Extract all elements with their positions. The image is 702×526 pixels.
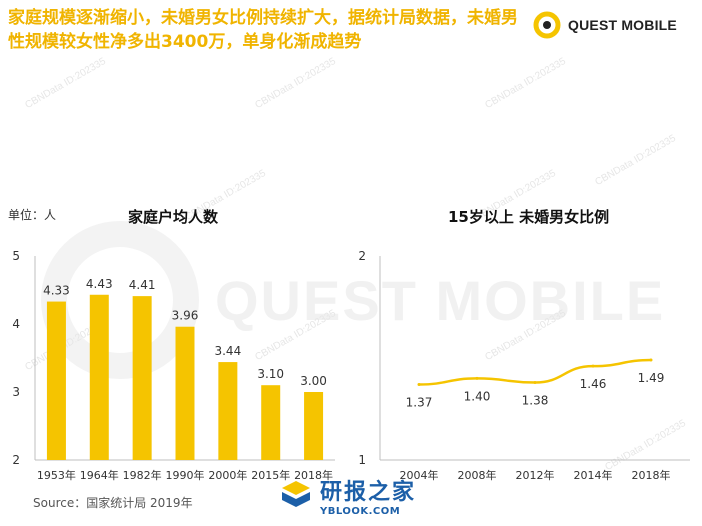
bar-chart: 2 3 4 5 4.33 1953年 4.43 1964年 4.41 1982年 3.96 1990年…: [12, 249, 335, 482]
series-line: [418, 358, 652, 386]
bar-value-label: 3.96: [172, 309, 199, 323]
line-chart: 1 2 1.37 2004年 1.40 2008年 1.38 2012年 1.46 2014年 1.…: [358, 249, 690, 482]
bar-value-label: 3.44: [214, 344, 241, 358]
headline: 家庭规模逐渐缩小，未婚男女比例持续扩大，据统计局数据，未婚男性规模较女性净多出3…: [8, 8, 518, 52]
source-note: Source：国家统计局 2019年: [33, 496, 193, 510]
bar: [175, 326, 195, 460]
bar: [261, 385, 281, 460]
bar: [304, 392, 324, 460]
y-tick-label: 4: [12, 317, 20, 331]
y-tick-label: 3: [12, 385, 20, 399]
x-tick-label: 1982年: [123, 468, 162, 482]
data-point: [591, 364, 595, 368]
x-tick-label: 2014年: [574, 468, 613, 482]
line-value-label: 1.46: [580, 377, 607, 391]
bar: [46, 301, 66, 460]
bar-value-label: 4.41: [129, 278, 156, 292]
line-chart-title: 15岁以上 未婚男女比例: [448, 208, 610, 226]
x-tick-label: 2018年: [632, 468, 671, 482]
bar-value-label: 3.00: [300, 374, 327, 388]
bar-value-label: 3.10: [257, 367, 284, 381]
quest-mobile-ring-icon: [533, 11, 561, 39]
site-url: YBLOOK.COM: [320, 506, 401, 517]
line-value-label: 1.49: [638, 371, 665, 385]
x-tick-label: 2012年: [516, 468, 555, 482]
x-tick-label: 1964年: [80, 468, 119, 482]
x-tick-label: 2018年: [294, 468, 333, 482]
data-point: [475, 376, 479, 380]
unit-label: 单位：人: [8, 208, 57, 222]
watermark-quest-mobile: QUEST MOBILE: [215, 269, 666, 332]
x-tick-label: 2004年: [400, 468, 439, 482]
data-point: [649, 358, 653, 362]
x-tick-label: 1990年: [166, 468, 205, 482]
site-name: 研报之家: [320, 480, 417, 505]
data-point: [417, 383, 421, 387]
y-tick-label: 2: [358, 249, 366, 263]
bar-value-label: 4.33: [43, 284, 70, 298]
quest-mobile-logo: QUEST MOBILE: [532, 10, 677, 40]
line-value-label: 1.40: [464, 389, 491, 403]
x-tick-label: 2000年: [208, 468, 247, 482]
watermark-ring-icon: [41, 221, 199, 379]
data-point: [533, 380, 537, 384]
bar: [89, 294, 109, 460]
y-tick-label: 2: [12, 453, 20, 467]
line-value-label: 1.38: [522, 393, 549, 407]
x-tick-label: 2015年: [251, 468, 290, 482]
bar: [132, 296, 152, 460]
bar: [218, 362, 238, 460]
y-tick-label: 5: [12, 249, 20, 263]
y-tick-label: 1: [358, 453, 366, 467]
logo-text: QUEST MOBILE: [568, 17, 677, 33]
x-tick-label: 2008年: [458, 468, 497, 482]
bar-chart-title: 家庭户均人数: [128, 208, 219, 226]
x-tick-label: 1953年: [37, 468, 76, 482]
yblook-watermark: 研报之家 YBLOOK.COM: [278, 474, 416, 517]
line-value-label: 1.37: [406, 396, 433, 410]
bar-value-label: 4.43: [86, 277, 113, 291]
site-logo-icon: [282, 480, 310, 507]
